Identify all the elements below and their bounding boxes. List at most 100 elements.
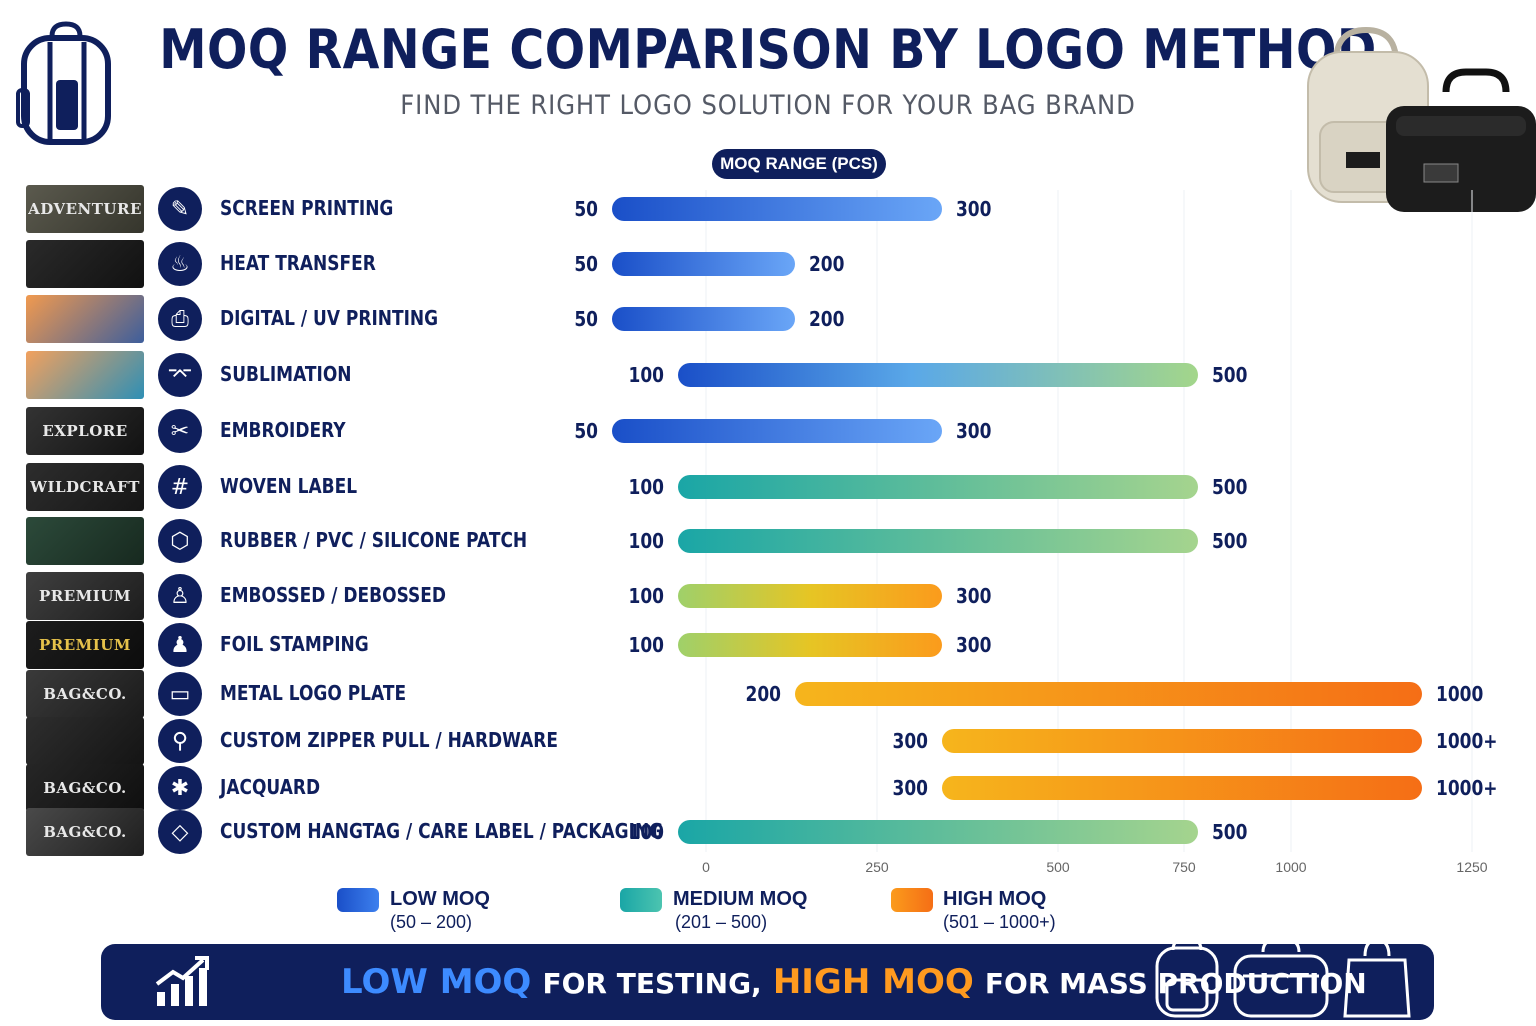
range-bar bbox=[942, 729, 1422, 753]
range-max-label: 1000+ bbox=[1436, 731, 1498, 754]
legend-swatch-low bbox=[337, 888, 379, 912]
method-icon-glyph: ✱ bbox=[170, 775, 190, 801]
thumbnail-text: BAG&CO. bbox=[43, 823, 127, 841]
weave-grid-icon: # bbox=[158, 465, 202, 509]
logo-sample-thumbnail: BAG&CO. bbox=[26, 670, 144, 718]
logo-sample-thumbnail bbox=[26, 240, 144, 288]
legend-swatch-high bbox=[891, 888, 933, 912]
method-label: RUBBER / PVC / SILICONE PATCH bbox=[220, 528, 528, 552]
thumbnail-text: BAG&CO. bbox=[43, 685, 127, 703]
range-min-label: 50 bbox=[574, 309, 598, 332]
method-label: METAL LOGO PLATE bbox=[220, 681, 407, 705]
method-label: EMBOSSED / DEBOSSED bbox=[220, 583, 447, 607]
method-icon-glyph: ⌤ bbox=[167, 362, 193, 388]
thumbnail-text bbox=[26, 717, 144, 765]
thumbnail-text: BAG&CO. bbox=[43, 779, 127, 797]
backpack-outline-icon bbox=[16, 21, 111, 145]
method-icon-glyph: # bbox=[170, 474, 190, 500]
range-min-label: 100 bbox=[629, 822, 665, 845]
screen-print-icon: ✎ bbox=[158, 187, 202, 231]
method-icon-glyph: ♙ bbox=[170, 583, 190, 609]
range-max-label: 300 bbox=[956, 199, 992, 222]
range-min-label: 50 bbox=[574, 421, 598, 444]
range-min-label: 50 bbox=[574, 199, 598, 222]
thumbnail-text: PREMIUM bbox=[39, 636, 131, 654]
foil-stamp-icon: ♟ bbox=[158, 623, 202, 667]
range-bar bbox=[678, 529, 1198, 553]
page-subtitle: FIND THE RIGHT LOGO SOLUTION FOR YOUR BA… bbox=[400, 90, 1136, 121]
metal-plate-icon: ▭ bbox=[158, 672, 202, 716]
thumbnail-text: WILDCRAFT bbox=[30, 478, 140, 496]
growth-chart-icon bbox=[155, 956, 209, 1006]
logo-sample-thumbnail: PREMIUM bbox=[26, 621, 144, 669]
method-icon-glyph: ♨ bbox=[170, 251, 190, 277]
logo-sample-thumbnail: BAG&CO. bbox=[26, 764, 144, 812]
range-min-label: 100 bbox=[629, 477, 665, 500]
sublimation-press-icon: ⌤ bbox=[158, 353, 202, 397]
moq-range-chart: 50 300 50 200 50 200 100 500 50 300 100 500 100 500 10… bbox=[574, 190, 1498, 875]
logo-sample-thumbnail: WILDCRAFT bbox=[26, 463, 144, 511]
hangtag-icon: ◇ bbox=[158, 810, 202, 854]
bag-outlines-icon bbox=[1155, 936, 1411, 1018]
legend-label-medium: MEDIUM MOQ bbox=[673, 888, 808, 910]
method-icon-glyph: ▭ bbox=[169, 681, 191, 707]
method-label: DIGITAL / UV PRINTING bbox=[220, 306, 439, 330]
logo-sample-thumbnail: PREMIUM bbox=[26, 572, 144, 620]
legend-label-high: HIGH MOQ bbox=[943, 888, 1047, 910]
legend-label-low: LOW MOQ bbox=[390, 888, 490, 910]
logo-sample-thumbnail: ADVENTURE bbox=[26, 185, 144, 233]
method-label: EMBROIDERY bbox=[220, 418, 346, 442]
range-max-label: 200 bbox=[809, 309, 845, 332]
thumbnail-text bbox=[26, 240, 144, 288]
legend-range-low: (50 – 200) bbox=[390, 912, 473, 932]
range-min-label: 300 bbox=[893, 731, 929, 754]
range-max-label: 300 bbox=[956, 586, 992, 609]
method-icon-glyph: ♟ bbox=[170, 632, 190, 658]
range-bar bbox=[942, 776, 1422, 800]
iron-icon: ♨ bbox=[158, 242, 202, 286]
logo-sample-thumbnail bbox=[26, 717, 144, 765]
range-bar bbox=[612, 197, 942, 221]
range-max-label: 1000+ bbox=[1436, 778, 1498, 801]
method-icon-glyph: ⚲ bbox=[171, 728, 189, 754]
method-icon-glyph: ⎙ bbox=[171, 306, 189, 332]
range-min-label: 300 bbox=[893, 778, 929, 801]
method-label: SUBLIMATION bbox=[220, 362, 352, 386]
thumbnail-text bbox=[26, 295, 144, 343]
x-tick-label: 250 bbox=[865, 859, 889, 875]
zipper-pull-icon: ⚲ bbox=[158, 719, 202, 763]
banner-low-moq: LOW MOQ bbox=[341, 962, 532, 1002]
method-label: HEAT TRANSFER bbox=[220, 251, 376, 275]
thumbnail-text bbox=[26, 517, 144, 565]
thumbnail-text: PREMIUM bbox=[39, 587, 131, 605]
printer-icon: ⎙ bbox=[158, 297, 202, 341]
range-min-label: 50 bbox=[574, 254, 598, 277]
x-tick-label: 750 bbox=[1172, 859, 1196, 875]
method-icon-glyph: ◇ bbox=[171, 819, 189, 845]
range-min-label: 100 bbox=[629, 365, 665, 388]
legend-range-medium: (201 – 500) bbox=[675, 912, 768, 932]
range-bar bbox=[612, 252, 795, 276]
method-label: FOIL STAMPING bbox=[220, 632, 369, 656]
range-max-label: 1000 bbox=[1436, 684, 1483, 707]
legend-range-high: (501 – 1000+) bbox=[943, 912, 1056, 932]
range-bar bbox=[612, 307, 795, 331]
logo-sample-thumbnail: BAG&CO. bbox=[26, 808, 144, 856]
hexagon-patch-icon: ⬡ bbox=[158, 519, 202, 563]
stamp-press-icon: ♙ bbox=[158, 574, 202, 618]
range-bar bbox=[612, 419, 942, 443]
logo-sample-thumbnail bbox=[26, 295, 144, 343]
range-bar bbox=[678, 475, 1198, 499]
thumbnail-text: ADVENTURE bbox=[28, 200, 142, 218]
range-max-label: 200 bbox=[809, 254, 845, 277]
x-tick-label: 1250 bbox=[1456, 859, 1487, 875]
logo-sample-thumbnail bbox=[26, 351, 144, 399]
range-bar bbox=[795, 682, 1422, 706]
page-title: MOQ RANGE COMPARISON BY LOGO METHOD bbox=[159, 18, 1377, 81]
method-icon-glyph: ⬡ bbox=[170, 528, 190, 554]
legend-swatch-medium bbox=[620, 888, 662, 912]
method-label: CUSTOM ZIPPER PULL / HARDWARE bbox=[220, 728, 559, 752]
range-max-label: 300 bbox=[956, 421, 992, 444]
range-min-label: 100 bbox=[629, 531, 665, 554]
range-bar bbox=[678, 633, 942, 657]
